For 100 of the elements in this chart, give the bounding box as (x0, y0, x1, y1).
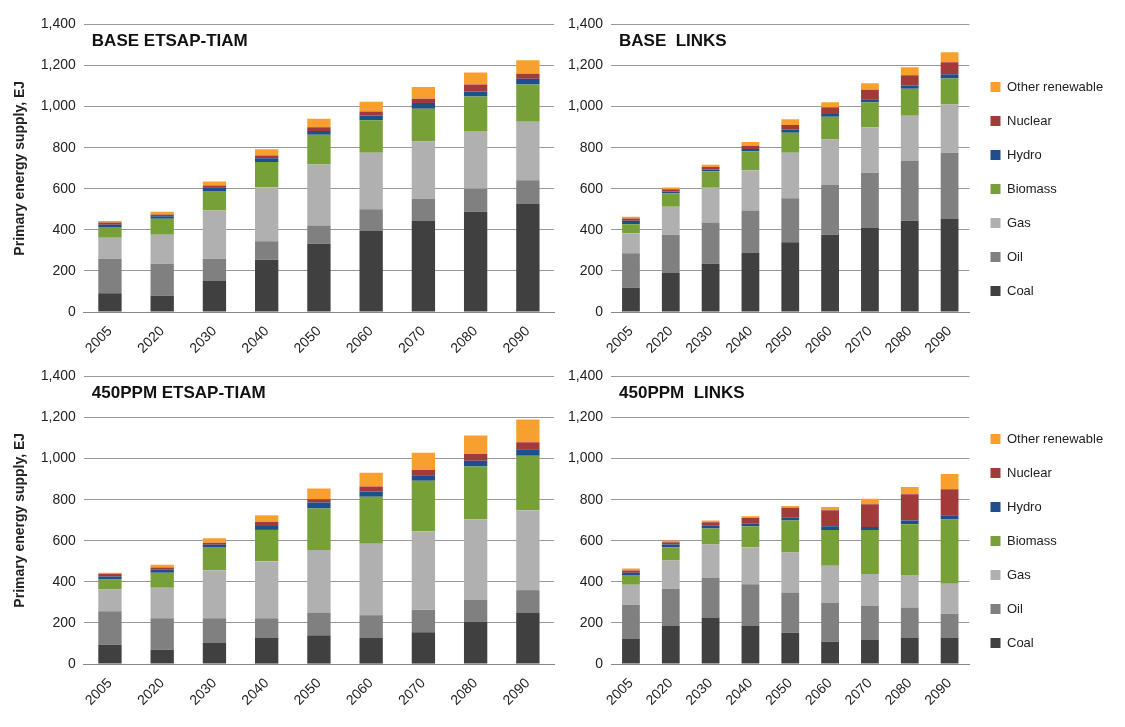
chart-title: BASE ETSAP-TIAM (91, 30, 248, 50)
bar (255, 259, 279, 312)
y-tick-label: 800 (52, 138, 77, 155)
bar (821, 603, 839, 642)
bar (307, 508, 331, 551)
bar (516, 449, 540, 456)
bar (411, 470, 436, 476)
bar (463, 599, 488, 622)
legend-label: Hydro (1007, 498, 1042, 514)
bar (940, 583, 959, 614)
bar (255, 515, 279, 522)
y-tick-label: 1,000 (567, 449, 604, 466)
bar (411, 475, 436, 481)
bar (516, 180, 540, 205)
legend-label: Oil (1007, 248, 1023, 264)
bar (411, 87, 436, 99)
bar (861, 640, 879, 664)
bar (661, 547, 680, 561)
legend-label: Oil (1007, 600, 1023, 616)
bar (821, 102, 839, 108)
bar (861, 89, 879, 100)
y-tick-label: 1,000 (40, 449, 77, 466)
bar (821, 184, 839, 235)
bar (202, 618, 227, 643)
y-tick-label: 1,400 (40, 367, 77, 384)
bar (516, 442, 540, 450)
y-tick-label: 600 (579, 531, 604, 548)
bar (255, 561, 279, 619)
bar (940, 474, 959, 490)
bar (411, 98, 436, 104)
bar (622, 224, 640, 234)
bar (940, 638, 959, 664)
bar (516, 419, 540, 443)
bar (821, 107, 839, 114)
bar (255, 158, 279, 163)
bar (516, 84, 540, 122)
bar (359, 101, 383, 112)
bar (463, 466, 488, 520)
bar (661, 588, 680, 626)
y-tick-label: 600 (52, 531, 77, 548)
bar (940, 218, 959, 312)
y-tick-label: 400 (579, 572, 604, 589)
bar (255, 241, 279, 260)
bar (781, 132, 800, 153)
bar (98, 293, 122, 312)
bar (940, 519, 959, 584)
bar (98, 589, 122, 612)
bar (463, 211, 488, 312)
bar (255, 162, 279, 188)
bar (150, 618, 174, 650)
bar (307, 225, 331, 244)
legend-label: Nuclear (1007, 464, 1053, 480)
bar (463, 72, 488, 85)
bar (516, 204, 540, 312)
y-tick-label: 0 (68, 302, 77, 319)
y-tick-label: 1,400 (567, 15, 604, 32)
bar (516, 78, 540, 85)
y-tick-label: 0 (595, 302, 604, 319)
bar (701, 187, 720, 223)
bar (411, 632, 436, 664)
bar (622, 220, 640, 225)
bar (861, 498, 879, 505)
bar (781, 152, 800, 199)
y-tick-label: 1,400 (40, 15, 77, 32)
bar (900, 161, 919, 221)
bar (781, 592, 800, 633)
y-tick-label: 400 (52, 572, 77, 589)
bar (255, 618, 279, 638)
bar (861, 527, 879, 530)
bar (741, 517, 760, 524)
bar (202, 642, 227, 664)
bar (821, 641, 839, 664)
bar (940, 52, 959, 63)
bar (622, 639, 640, 664)
bar (900, 85, 919, 89)
bar (202, 570, 227, 619)
bar (741, 151, 760, 171)
bar (307, 612, 331, 636)
bar (202, 210, 227, 259)
y-axis-title: Primary energy supply, EJ (11, 432, 28, 608)
bar (861, 102, 879, 128)
bar (463, 621, 488, 664)
bar (861, 574, 879, 606)
bar (900, 220, 919, 312)
chart-title: 450PPM LINKS (619, 382, 745, 402)
bar (701, 222, 720, 264)
bar (359, 491, 383, 497)
bar (661, 625, 680, 664)
bar (622, 574, 640, 585)
bar (781, 129, 800, 133)
y-tick-label: 1,200 (40, 56, 77, 73)
bar (900, 607, 919, 638)
bar (411, 198, 436, 222)
bar (463, 96, 488, 132)
legend-label: Other renewable (1007, 430, 1104, 446)
y-tick-label: 0 (595, 654, 604, 671)
bar (940, 515, 959, 520)
bar (307, 550, 331, 613)
bar (781, 198, 800, 243)
bar (359, 615, 383, 638)
